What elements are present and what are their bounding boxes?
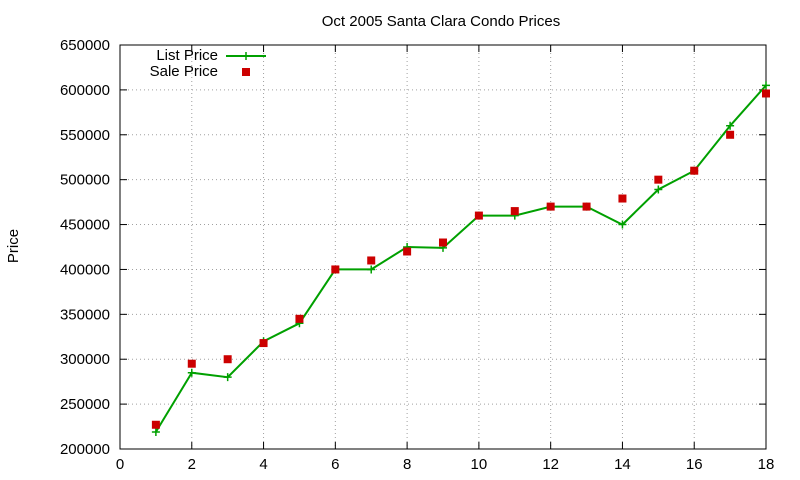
y-tick-label: 300000 xyxy=(60,351,110,368)
axis-ticks: 200000 250000 300000 350000 400000 450000 5000… xyxy=(60,37,774,473)
legend-marker-list-price xyxy=(242,52,250,60)
y-tick-label: 250000 xyxy=(60,396,110,413)
y-tick-label: 600000 xyxy=(60,82,110,99)
legend-label-sale-price: Sale Price xyxy=(150,63,218,80)
y-tick-label: 500000 xyxy=(60,172,110,189)
sale-price-point xyxy=(690,166,699,175)
sale-price-point xyxy=(259,339,268,348)
x-tick-label: 4 xyxy=(259,456,267,473)
list-price-point xyxy=(187,368,196,377)
x-tick-label: 14 xyxy=(614,456,631,473)
list-price-point xyxy=(726,121,735,130)
x-tick-label: 12 xyxy=(542,456,559,473)
sale-price-point xyxy=(151,420,160,429)
x-tick-label: 6 xyxy=(331,456,339,473)
sale-price-point xyxy=(762,89,770,98)
sale-price-point xyxy=(439,238,447,247)
list-price-point xyxy=(151,427,160,436)
list-price-point xyxy=(367,265,376,274)
sale-price-point xyxy=(654,175,663,184)
y-tick-label: 550000 xyxy=(60,127,110,144)
legend-label-list-price: List Price xyxy=(156,47,218,64)
sale-price-point xyxy=(510,207,519,216)
y-tick-label: 450000 xyxy=(60,217,110,234)
sale-price-point xyxy=(331,265,340,274)
sale-price-point xyxy=(367,256,376,265)
series xyxy=(151,81,770,436)
grid xyxy=(120,45,766,449)
sale-price-point xyxy=(474,211,483,220)
x-tick-label: 10 xyxy=(471,456,488,473)
list-price-point xyxy=(618,220,627,229)
y-tick-label: 400000 xyxy=(60,261,110,278)
list-price-point xyxy=(762,81,770,90)
x-tick-label: 2 xyxy=(188,456,196,473)
sale-price-point xyxy=(546,202,555,211)
list-price-line xyxy=(155,84,767,433)
chart-title: Oct 2005 Santa Clara Condo Prices xyxy=(322,13,560,30)
sale-price-point xyxy=(223,355,232,364)
y-axis-label: Price xyxy=(5,229,22,263)
list-price-point xyxy=(654,185,663,194)
sale-price-point xyxy=(295,314,304,323)
sale-price-point xyxy=(187,359,196,368)
x-tick-label: 16 xyxy=(686,456,703,473)
plot-frame xyxy=(119,44,767,450)
y-tick-label: 350000 xyxy=(60,306,110,323)
list-price-point xyxy=(223,373,232,382)
x-tick-label: 0 xyxy=(116,456,124,473)
legend-marker-sale-price xyxy=(242,68,250,76)
y-tick-label: 200000 xyxy=(60,441,110,458)
y-tick-label: 650000 xyxy=(60,37,110,54)
x-tick-label: 8 xyxy=(403,456,411,473)
legend: List Price Sale Price xyxy=(150,47,266,80)
sale-price-point xyxy=(726,130,735,139)
sale-price-point xyxy=(618,194,627,203)
sale-price-point xyxy=(403,247,412,256)
sale-price-point xyxy=(582,202,591,211)
x-tick-label: 18 xyxy=(758,456,775,473)
